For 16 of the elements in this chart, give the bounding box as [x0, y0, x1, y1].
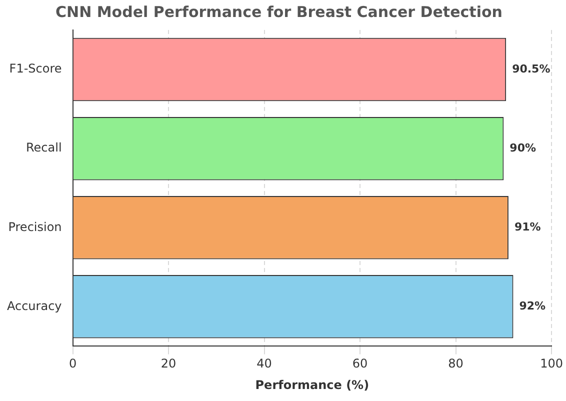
- data-label: 90%: [510, 141, 536, 154]
- y-tick-label: F1-Score: [9, 62, 62, 76]
- x-tick-label: 20: [160, 356, 176, 371]
- x-axis-title: Performance (%): [255, 378, 370, 392]
- data-label: 92%: [519, 300, 546, 313]
- x-tick-label: 40: [256, 356, 272, 371]
- chart-title: CNN Model Performance for Breast Cancer Detection: [56, 2, 502, 21]
- y-tick-label: Accuracy: [6, 298, 62, 313]
- x-tick-label: 80: [448, 356, 464, 371]
- y-tick-label: Recall: [26, 140, 62, 155]
- x-tick-label: 60: [352, 356, 368, 371]
- x-tick-label: 0: [68, 356, 77, 371]
- data-label: 90.5%: [512, 62, 550, 76]
- y-tick-label: Precision: [8, 220, 62, 234]
- x-tick-label: 100: [540, 356, 563, 371]
- data-label: 91%: [514, 220, 541, 234]
